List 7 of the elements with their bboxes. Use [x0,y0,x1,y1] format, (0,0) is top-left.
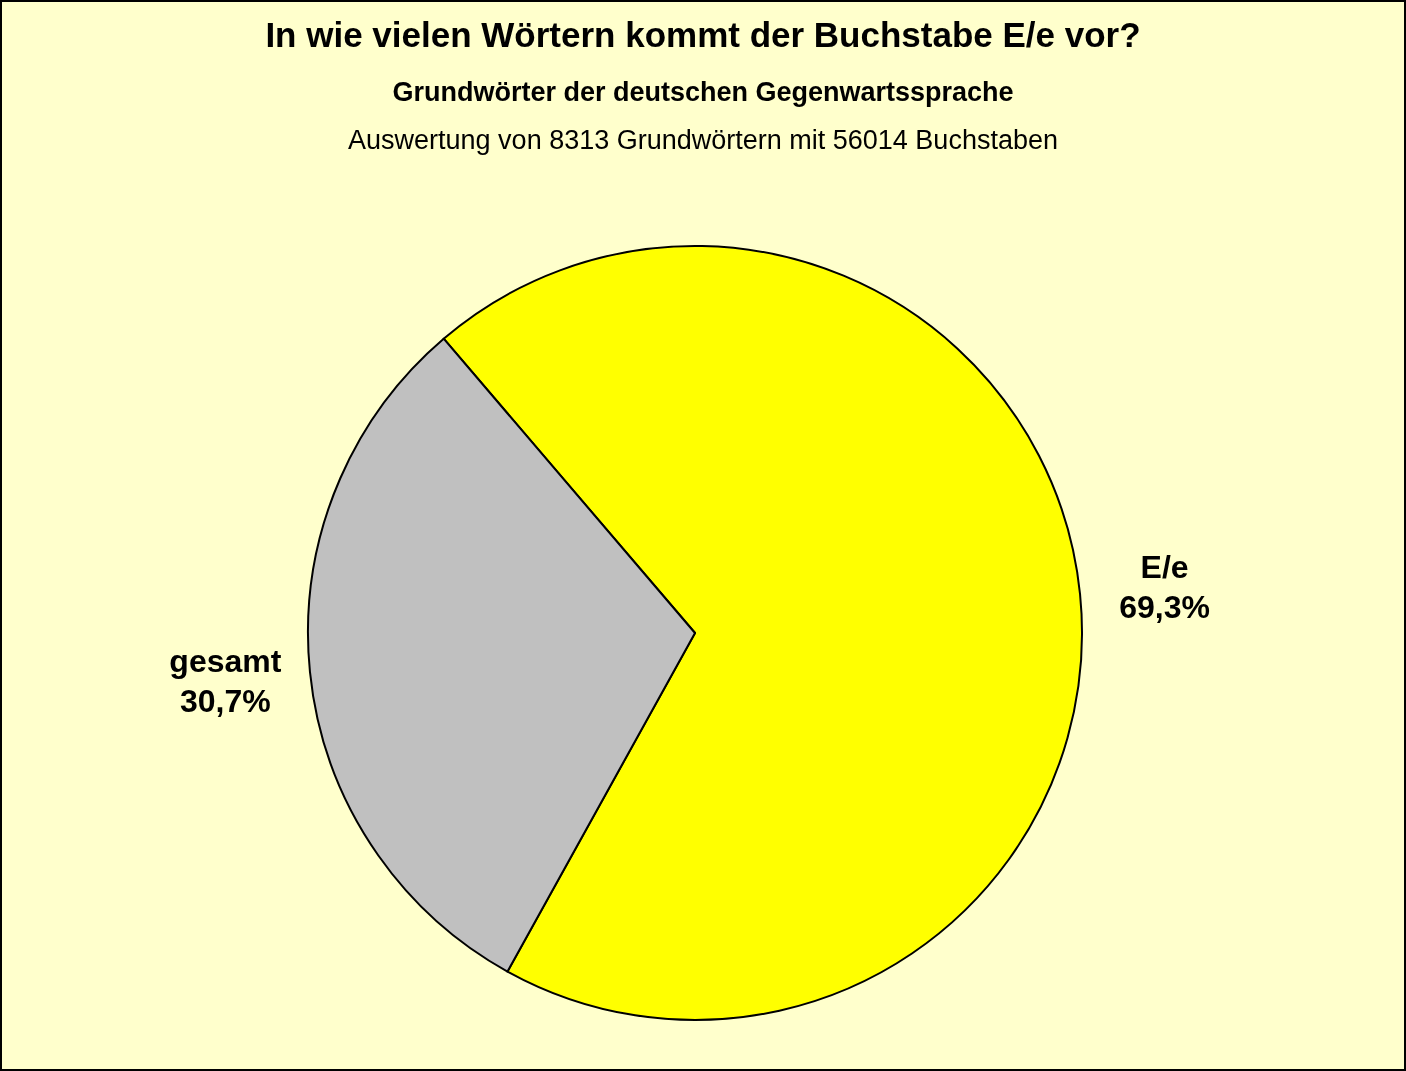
slice-label: E/e [1140,548,1189,585]
chart-title: In wie vielen Wörtern kommt der Buchstabe E/e vor? [265,15,1141,54]
slice-label: gesamt [169,643,282,680]
data-label: 69,3% [1119,588,1210,625]
text: Auswertung von 8313 Grundwörtern mit 56014 Buchstaben [348,125,1058,155]
data-label: 30,7% [180,683,271,720]
chart-subtitle: Grundwörter der deutschen Gegenwartssprache [392,77,1014,107]
